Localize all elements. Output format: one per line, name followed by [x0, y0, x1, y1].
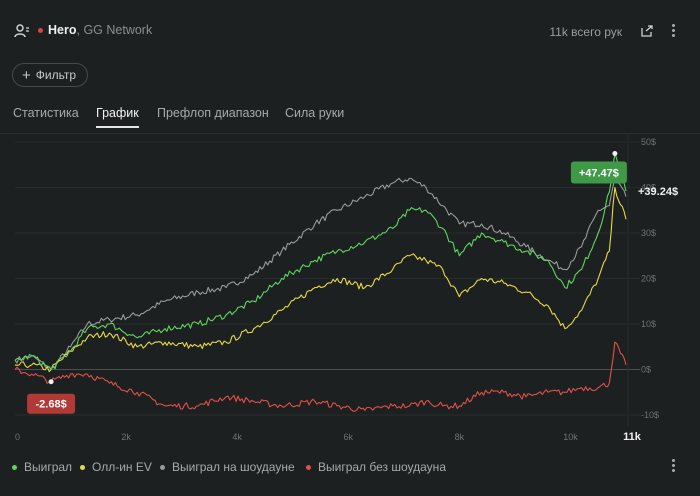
legend-item-won[interactable]: Выиграл	[12, 460, 72, 474]
tab-graph[interactable]: График	[96, 106, 139, 128]
x-tick-label: 2k	[121, 432, 131, 442]
series-line-2	[14, 177, 627, 371]
legend-label-non-showdown: Выиграл без шоудауна	[318, 460, 446, 474]
tab-preflop-range[interactable]: Префлоп диапазон	[157, 106, 269, 120]
plus-icon: +	[22, 66, 31, 84]
y-tick-label: -10$	[641, 410, 659, 420]
legend-dot-won	[12, 464, 17, 470]
status-dot	[38, 28, 43, 33]
legend-label-allin-ev: Олл-ин EV	[92, 460, 152, 474]
x-tick-label: 6k	[344, 432, 354, 442]
y-tick-label: 30$	[641, 228, 656, 238]
max-point-marker	[612, 151, 618, 157]
x-tick-label: 4k	[232, 432, 242, 442]
tab-statistics[interactable]: Статистика	[13, 106, 79, 120]
legend-label-won: Выиграл	[24, 460, 73, 474]
min-label: -2.68$	[36, 399, 67, 411]
x-tick-label: 0	[15, 432, 20, 442]
hands-count: 11k всего рук	[549, 25, 622, 39]
tab-divider	[0, 133, 700, 134]
legend-item-showdown[interactable]: Выиграл на шоудауне	[160, 460, 295, 474]
tab-hand-strength[interactable]: Сила руки	[285, 106, 345, 120]
network-name: GG Network	[83, 23, 153, 37]
y-tick-label: 50$	[641, 137, 656, 147]
x-tick-label: 8k	[455, 432, 465, 442]
legend-more-icon[interactable]	[671, 459, 675, 473]
legend-item-allin-ev[interactable]: Олл-ин EV	[80, 460, 152, 474]
min-label-badge	[27, 393, 76, 414]
more-icon[interactable]	[671, 24, 675, 38]
series-line-0	[14, 152, 627, 371]
max-label: +47.47$	[579, 168, 619, 180]
legend-dot-non-showdown	[306, 464, 311, 470]
x-tick-label: 11k	[623, 431, 642, 443]
header: Hero, GG Network 11k всего рук	[0, 0, 700, 56]
x-tick-label: 10k	[563, 432, 578, 442]
legend-label-showdown: Выиграл на шоудауне	[172, 460, 295, 474]
max-label-badge	[570, 161, 627, 184]
legend-dot-allin-ev	[80, 464, 85, 470]
user-icon[interactable]	[14, 24, 30, 38]
end-value-label: +39.24$	[638, 186, 678, 198]
series-line-1	[14, 186, 627, 373]
series-line-3	[14, 341, 627, 412]
chart-legend: Выиграл Олл-ин EV Выиграл на шоудауне Вы…	[0, 458, 700, 476]
share-icon[interactable]	[641, 25, 653, 37]
tab-bar: Статистика График Префлоп диапазон Сила …	[0, 104, 700, 134]
player-title: Hero, GG Network	[48, 23, 152, 37]
title-separator: ,	[76, 23, 80, 37]
y-tick-label: 0$	[641, 365, 651, 375]
y-tick-label: 40$	[641, 183, 656, 193]
y-tick-label: 20$	[641, 274, 656, 284]
filter-button[interactable]: + Фильтр	[12, 63, 89, 87]
legend-dot-showdown	[160, 464, 165, 470]
winnings-chart[interactable]: 50$ 40$ 30$ 20$ 10$ 0$ -10$ 0 2k 4k 6k 8k 10k 11k +47.…	[0, 133, 700, 445]
filter-label: Фильтр	[35, 68, 77, 82]
y-tick-label: 10$	[641, 319, 656, 329]
legend-item-non-showdown[interactable]: Выиграл без шоудауна	[306, 460, 446, 474]
min-point-marker	[48, 379, 54, 385]
player-name: Hero	[48, 23, 77, 37]
